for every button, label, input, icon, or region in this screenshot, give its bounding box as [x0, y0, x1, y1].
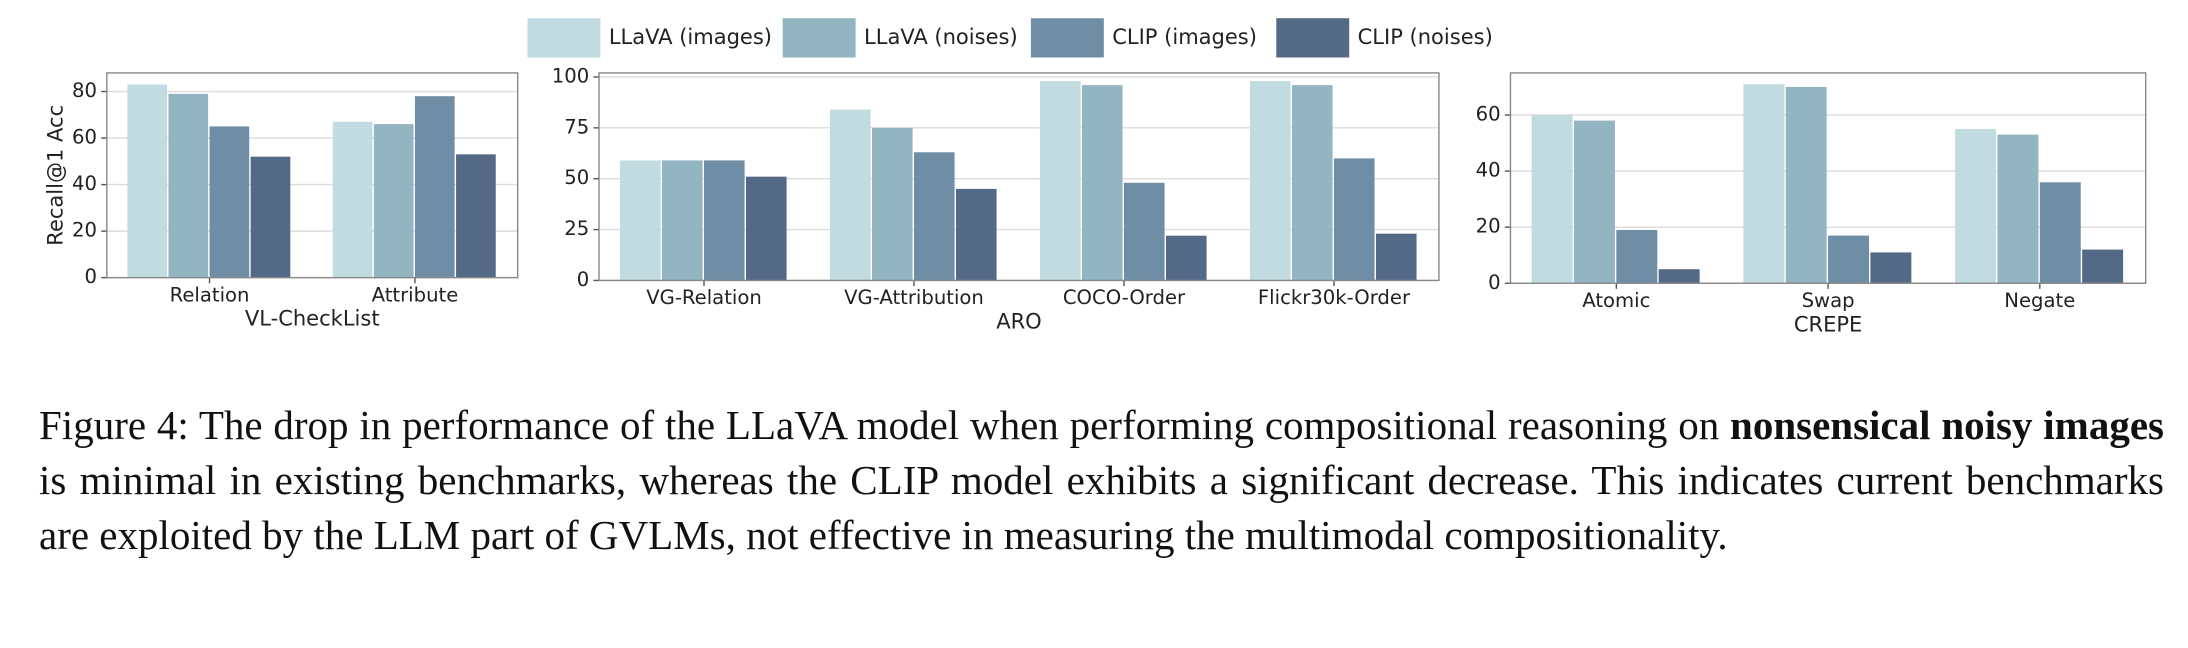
- bar: [871, 127, 913, 281]
- x-axis-label: ARO: [996, 309, 1042, 334]
- bar: [1997, 134, 2039, 284]
- y-tick-label: 60: [1476, 102, 1501, 125]
- legend-swatch: [782, 18, 856, 58]
- y-tick-label: 80: [72, 79, 97, 102]
- x-tick-label: VG-Attribution: [844, 286, 984, 309]
- y-tick-label: 20: [1476, 215, 1501, 238]
- bar: [620, 160, 661, 281]
- legend-swatch: [1030, 18, 1104, 58]
- legend-label: LLaVA (images): [609, 24, 772, 49]
- axes-frame: [598, 72, 1440, 282]
- y-tick-label: 40: [72, 172, 97, 195]
- y-tick-label: 100: [552, 64, 589, 87]
- y-tick-label: 75: [564, 115, 589, 138]
- y-axis-label: Recall@1 Acc: [42, 105, 67, 246]
- legend-label: CLIP (noises): [1358, 24, 1493, 49]
- caption-text: is minimal in existing benchmarks, where…: [39, 457, 2164, 558]
- x-axis-label: VL-CheckList: [245, 306, 380, 331]
- legend-swatch: [527, 18, 601, 58]
- bar: [2039, 182, 2081, 284]
- bar: [1573, 120, 1615, 284]
- bar: [1531, 114, 1573, 284]
- bar: [168, 93, 209, 278]
- bar: [2082, 249, 2124, 284]
- bar: [913, 152, 955, 281]
- legend-label: LLaVA (noises): [864, 24, 1018, 49]
- bar: [662, 160, 703, 281]
- bar: [955, 188, 997, 281]
- bar: [1081, 85, 1123, 281]
- bar: [704, 160, 745, 281]
- bar: [829, 109, 871, 281]
- y-tick-label: 25: [564, 217, 589, 240]
- x-tick-label: Negate: [2004, 289, 2075, 312]
- bar: [250, 156, 291, 278]
- bar: [1039, 81, 1081, 281]
- y-tick-label: 0: [85, 265, 97, 288]
- bar: [745, 176, 787, 281]
- bar: [456, 154, 496, 278]
- bar: [1333, 158, 1375, 281]
- x-tick-label: Attribute: [372, 283, 459, 306]
- figure: LLaVA (images) LLaVA (noises) CLIP (images…: [42, 18, 2147, 336]
- bar: [373, 124, 414, 278]
- bar: [1785, 86, 1827, 284]
- y-tick-label: 0: [1488, 271, 1501, 294]
- x-tick-label: Flickr30k-Order: [1258, 286, 1411, 309]
- y-tick-label: 20: [72, 219, 97, 242]
- caption-text: nonsensical noisy images: [1730, 402, 2164, 448]
- caption: Figure 4: The drop in performance of the…: [39, 398, 2164, 563]
- bar: [414, 96, 455, 278]
- y-tick-label: 0: [577, 268, 590, 291]
- bar: [1955, 129, 1997, 284]
- caption-text: Figure 4: The drop in performance of the…: [39, 402, 1731, 448]
- legend-label: CLIP (images): [1112, 24, 1257, 49]
- bar: [1249, 81, 1291, 281]
- bar: [1870, 252, 1912, 284]
- y-tick-label: 50: [564, 166, 589, 189]
- bar: [1828, 235, 1870, 284]
- axes-frame: [1509, 72, 2147, 284]
- y-tick-label: 60: [72, 126, 97, 149]
- y-tick-label: 40: [1476, 159, 1501, 182]
- bar: [1375, 233, 1417, 281]
- bar: [1743, 84, 1785, 284]
- bar: [209, 126, 250, 278]
- bar: [1658, 269, 1700, 284]
- bar: [1165, 235, 1207, 281]
- legend-swatch: [1276, 18, 1350, 58]
- x-tick-label: Swap: [1802, 289, 1855, 312]
- axes-frame: [106, 72, 519, 279]
- bar: [1291, 85, 1333, 281]
- x-tick-label: Relation: [170, 283, 250, 306]
- x-axis-label: CREPE: [1794, 311, 1863, 336]
- bar: [127, 84, 168, 278]
- bar: [1123, 182, 1165, 281]
- bar: [1616, 229, 1658, 284]
- bar: [332, 121, 373, 278]
- x-tick-label: Atomic: [1582, 289, 1650, 312]
- x-tick-label: COCO-Order: [1063, 286, 1186, 309]
- x-tick-label: VG-Relation: [646, 286, 762, 309]
